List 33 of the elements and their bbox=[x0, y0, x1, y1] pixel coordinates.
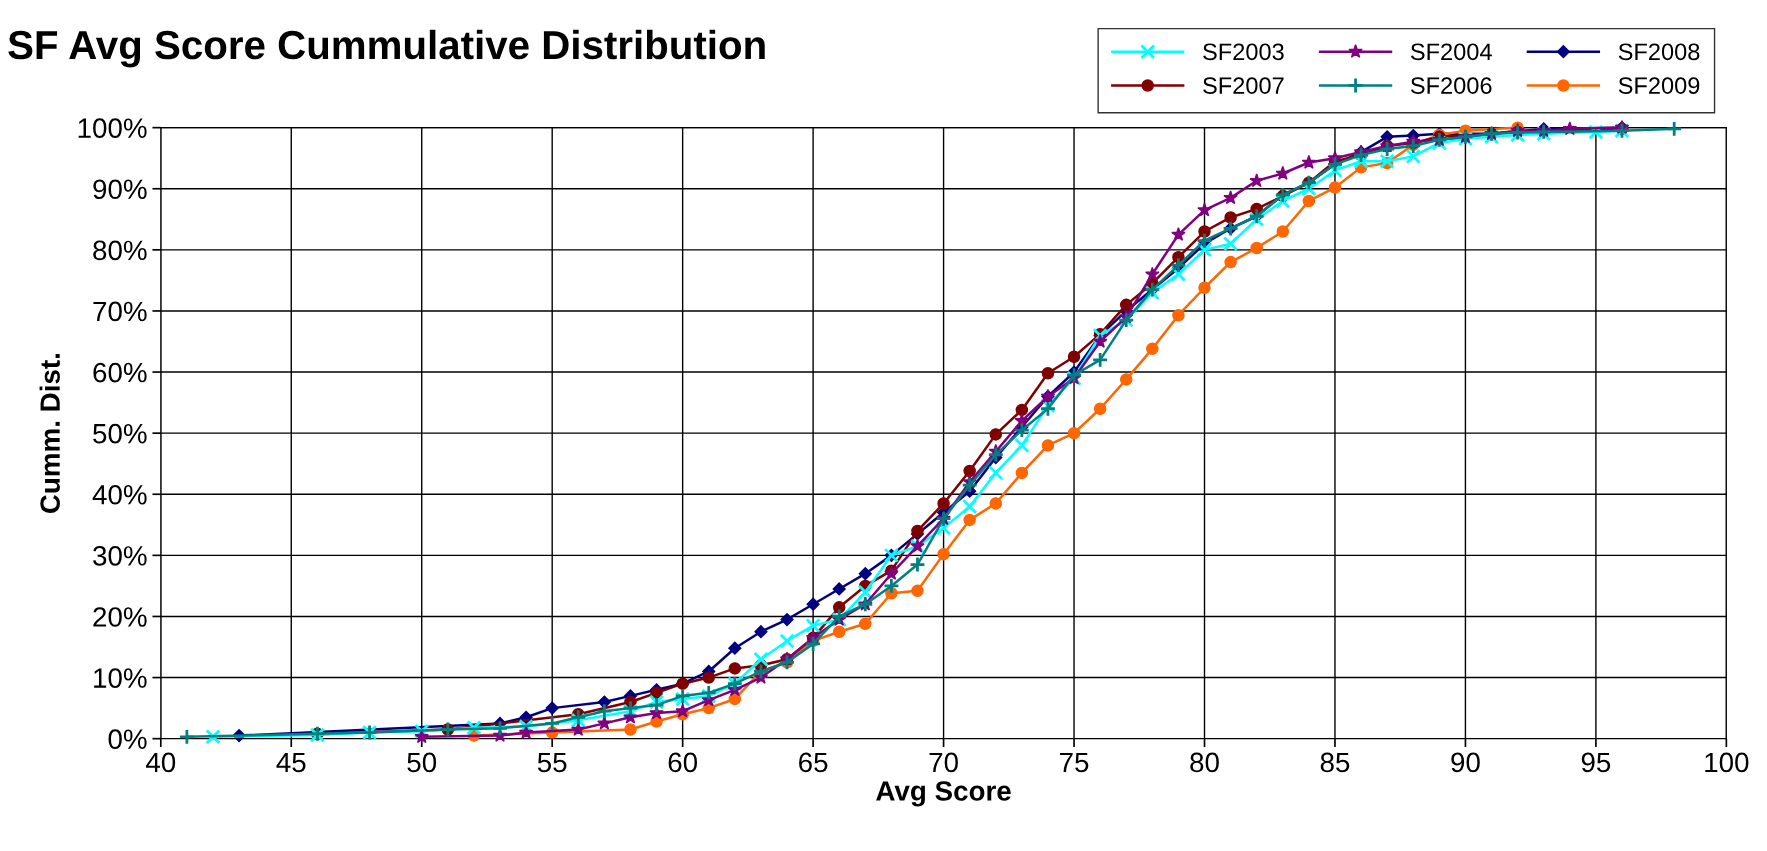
y-tick-label: 70% bbox=[93, 301, 147, 322]
y-tick-label: 90% bbox=[93, 179, 147, 200]
x-tick-label: 40 bbox=[145, 752, 176, 773]
x-tick-label: 60 bbox=[668, 752, 698, 773]
x-tick-label: 50 bbox=[407, 752, 437, 773]
y-tick-label: 80% bbox=[93, 240, 147, 261]
legend-label: SF2009 bbox=[1618, 77, 1700, 94]
y-axis-title: Cumm. Dist. bbox=[39, 354, 60, 514]
x-tick-label: 65 bbox=[799, 752, 828, 773]
x-tick-label: 100 bbox=[1705, 752, 1749, 773]
legend-label: SF2006 bbox=[1410, 77, 1492, 94]
chart-title: SF Avg Score Cummulative Distribution bbox=[8, 29, 765, 68]
y-tick-label: 50% bbox=[93, 423, 147, 444]
x-tick-label: 70 bbox=[929, 752, 958, 773]
legend-label: SF2004 bbox=[1410, 43, 1492, 61]
x-tick-label: 90 bbox=[1451, 752, 1480, 773]
x-axis-title: Avg Score bbox=[876, 781, 1011, 807]
y-tick-label: 40% bbox=[92, 484, 147, 505]
x-tick-label: 95 bbox=[1581, 752, 1611, 773]
x-tick-label: 80 bbox=[1190, 752, 1219, 773]
y-tick-label: 20% bbox=[93, 607, 147, 627]
x-tick-label: 45 bbox=[276, 752, 306, 773]
y-tick-label: 100% bbox=[78, 118, 147, 138]
y-tick-label: 30% bbox=[93, 546, 147, 566]
legend-label: SF2003 bbox=[1203, 43, 1284, 61]
x-tick-label: 75 bbox=[1060, 752, 1089, 773]
x-tick-label: 55 bbox=[537, 752, 567, 773]
y-tick-label: 10% bbox=[94, 668, 147, 688]
legend-label: SF2007 bbox=[1203, 77, 1284, 94]
x-tick-label: 85 bbox=[1320, 752, 1350, 773]
y-tick-label: 0% bbox=[108, 729, 147, 750]
y-tick-label: 60% bbox=[93, 362, 147, 383]
legend-label: SF2008 bbox=[1618, 43, 1700, 61]
